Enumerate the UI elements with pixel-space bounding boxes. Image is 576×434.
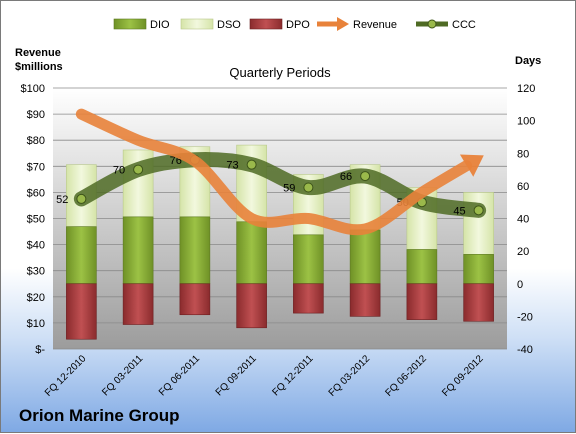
ccc-marker [303, 182, 314, 193]
ccc-marker [246, 159, 257, 170]
left-axis-label-line1: Revenue [15, 47, 61, 59]
ccc-data-label: 59 [283, 183, 295, 195]
legend-label-dio: DIO [150, 19, 170, 31]
category-label: FQ 09-2012 [440, 353, 486, 399]
ccc-data-label: 45 [453, 205, 465, 217]
revenue-line [75, 108, 473, 236]
left-tick-label: $90 [27, 109, 45, 121]
legend-label-dpo: DPO [286, 19, 310, 31]
right-tick-label: 80 [517, 148, 529, 160]
ccc-data-label: 70 [113, 165, 125, 177]
right-tick-label: 60 [517, 181, 529, 193]
ccc-data-label: 66 [340, 171, 352, 183]
category-label: FQ 03-2011 [100, 353, 145, 398]
dpo-bar [463, 283, 494, 322]
ccc-marker [133, 164, 144, 175]
dio-bar [179, 216, 211, 285]
left-tick-label: $60 [27, 187, 45, 199]
right-tick-label: 100 [517, 116, 535, 128]
right-tick-label: -20 [517, 311, 533, 323]
legend-label-dso: DSO [217, 19, 241, 31]
right-tick-labels: -40 -20 0 20 40 60 80 100 120 [517, 83, 535, 356]
right-tick-label: 40 [517, 214, 529, 226]
left-axis-label-line2: $millions [15, 61, 63, 73]
legend-swatch-revenue-arrow [337, 17, 349, 31]
left-tick-label: $20 [27, 292, 45, 304]
dpo-bar [122, 283, 154, 325]
bars [66, 144, 494, 340]
category-label: FQ 06-2011 [157, 353, 202, 398]
legend: DIO DSO DPO Revenue CCC [113, 17, 476, 31]
right-axis-label: Days [515, 55, 541, 67]
ccc-data-label: 52 [56, 194, 68, 206]
dio-bar [463, 254, 494, 285]
left-tick-label: $30 [27, 266, 45, 278]
category-label: FQ 09-2011 [214, 353, 259, 398]
left-tick-labels: $- $10 $20 $30 $40 $50 $60 $70 $80 $90 $100 [21, 83, 46, 356]
dso-bar [463, 192, 494, 255]
ccc-marker [76, 193, 87, 204]
dio-bar [66, 226, 97, 285]
dio-bar [406, 249, 438, 285]
dio-bar [122, 216, 154, 285]
company-name: Orion Marine Group [19, 406, 180, 425]
ccc-marker [473, 205, 484, 216]
right-tick-label: 120 [517, 83, 535, 95]
category-label: FQ 12-2010 [43, 353, 89, 399]
legend-label-revenue: Revenue [353, 19, 397, 31]
left-tick-label: $100 [21, 83, 45, 95]
left-tick-label: $10 [27, 318, 45, 330]
ccc-marker [360, 171, 371, 182]
revenue-arrowhead [459, 154, 484, 177]
left-tick-label: $80 [27, 135, 45, 147]
right-tick-label: 0 [517, 279, 523, 291]
left-tick-label: $40 [27, 240, 45, 252]
right-tick-label: -40 [517, 344, 533, 356]
category-label: FQ 06-2012 [383, 353, 429, 399]
dpo-bar [406, 283, 438, 320]
ccc-data-label: 73 [226, 160, 238, 172]
legend-swatch-dso [180, 18, 214, 30]
dio-bar [236, 221, 267, 285]
left-tick-label: $50 [27, 214, 45, 226]
legend-swatch-ccc-marker [427, 19, 437, 29]
legend-label-ccc: CCC [452, 19, 476, 31]
chart-title: Quarterly Periods [229, 65, 331, 80]
dpo-bar [66, 283, 97, 340]
left-tick-label: $70 [27, 161, 45, 173]
dpo-bar [293, 283, 324, 314]
left-tick-label: $- [35, 344, 45, 356]
dpo-bar [179, 283, 211, 316]
category-label: FQ 03-2012 [327, 353, 373, 399]
legend-swatch-dpo [249, 18, 283, 30]
dpo-bar [349, 283, 381, 317]
dio-bar [293, 234, 324, 285]
dpo-bar [236, 283, 267, 329]
legend-swatch-dio [113, 18, 147, 30]
right-tick-label: 20 [517, 246, 529, 258]
category-label: FQ 12-2011 [271, 353, 316, 398]
category-labels: FQ 12-2010 FQ 03-2011 FQ 06-2011 FQ 09-2011… [43, 353, 486, 399]
dio-bar [349, 229, 381, 285]
